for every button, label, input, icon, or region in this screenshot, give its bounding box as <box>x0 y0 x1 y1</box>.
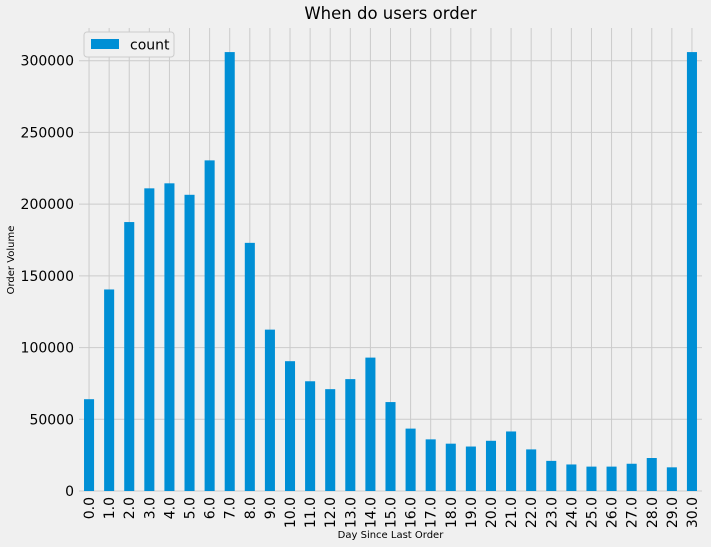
y-tick-label: 50000 <box>29 412 74 428</box>
x-tick-label: 11.0 <box>303 497 319 528</box>
x-tick-label: 10.0 <box>283 497 299 528</box>
x-tick-label: 30.0 <box>685 497 701 528</box>
x-tick-label: 21.0 <box>504 497 520 528</box>
bar-day-2.0 <box>124 222 135 491</box>
bar-day-21.0 <box>506 431 517 491</box>
x-tick-label: 4.0 <box>162 497 178 519</box>
bar-day-29.0 <box>666 467 677 491</box>
bar-day-3.0 <box>144 188 155 492</box>
bar-day-16.0 <box>405 428 416 491</box>
bar-day-0.0 <box>84 399 95 491</box>
bar-day-11.0 <box>305 381 316 491</box>
x-tick-label: 7.0 <box>223 497 239 519</box>
x-tick-label: 19.0 <box>464 497 480 528</box>
x-tick-label: 6.0 <box>203 497 219 519</box>
bar-day-4.0 <box>164 183 175 491</box>
x-tick-label: 26.0 <box>605 497 621 528</box>
bar-day-15.0 <box>385 402 396 491</box>
x-tick-label: 22.0 <box>524 497 540 528</box>
x-tick-label: 1.0 <box>102 497 118 519</box>
x-tick-label: 20.0 <box>484 497 500 528</box>
bar-day-10.0 <box>284 361 296 491</box>
x-tick-label: 8.0 <box>243 497 259 519</box>
bar-day-9.0 <box>264 329 275 491</box>
bar-day-20.0 <box>485 440 497 491</box>
bar-day-7.0 <box>224 52 235 492</box>
legend-box <box>83 31 175 58</box>
chart-title: When do users order <box>304 4 476 23</box>
y-tick-label: 200000 <box>21 197 74 213</box>
x-tick-label: 15.0 <box>384 497 400 528</box>
x-tick-label: 0.0 <box>82 497 98 519</box>
bar-day-22.0 <box>526 449 537 491</box>
y-tick-label: 100000 <box>21 341 74 357</box>
legend: count <box>83 31 175 58</box>
x-tick-label: 16.0 <box>404 497 420 528</box>
x-tick-label: 2.0 <box>122 497 138 519</box>
bar-day-19.0 <box>465 446 476 491</box>
bar-day-1.0 <box>104 289 115 491</box>
bar-day-25.0 <box>586 466 597 491</box>
x-tick-label: 14.0 <box>363 497 379 528</box>
x-tick-label: 24.0 <box>564 497 580 528</box>
x-tick-label: 23.0 <box>544 497 560 528</box>
bar-day-24.0 <box>566 464 577 491</box>
bar-day-12.0 <box>325 389 336 491</box>
bar-day-5.0 <box>184 194 195 491</box>
y-tick-label: 250000 <box>21 125 74 141</box>
bar-day-18.0 <box>445 443 456 491</box>
x-tick-label: 13.0 <box>343 497 359 528</box>
x-tick-label: 27.0 <box>625 497 641 528</box>
x-tick-label: 18.0 <box>444 497 460 528</box>
x-tick-label: 9.0 <box>263 497 279 519</box>
y-tick-label: 150000 <box>21 269 74 285</box>
legend-label: count <box>130 38 170 54</box>
bar-day-8.0 <box>244 242 255 491</box>
x-tick-label: 29.0 <box>665 497 681 528</box>
bar-day-26.0 <box>606 466 617 491</box>
bar-day-23.0 <box>546 460 557 491</box>
x-axis-ticks: 0.0 1.0 2.0 3.0 4.0 5.0 6.0 7.0 8.0 9.0 10.0 11.0 12… <box>82 497 701 528</box>
x-tick-label: 17.0 <box>424 497 440 528</box>
bar-day-28.0 <box>646 458 657 491</box>
x-tick-label: 25.0 <box>584 497 600 528</box>
x-tick-label: 3.0 <box>142 497 158 519</box>
bar-day-27.0 <box>626 463 637 491</box>
y-tick-label: 0 <box>65 484 74 500</box>
x-tick-label: 12.0 <box>323 497 339 528</box>
x-tick-label: 28.0 <box>645 497 661 528</box>
legend-swatch <box>91 39 119 49</box>
x-axis-label: Day Since Last Order <box>338 530 445 541</box>
bar-day-30.0 <box>686 52 697 492</box>
bar-day-13.0 <box>345 379 356 491</box>
bar-day-17.0 <box>425 439 436 491</box>
y-axis-ticks: 0 50000 100000 150000 200000 250000 300000 <box>21 54 74 500</box>
bar-day-14.0 <box>365 357 376 491</box>
y-tick-label: 300000 <box>21 54 74 70</box>
bars <box>84 52 697 492</box>
x-tick-label: 5.0 <box>183 497 199 519</box>
y-axis-label: Order Volume <box>6 226 17 295</box>
bar-day-6.0 <box>204 160 215 491</box>
